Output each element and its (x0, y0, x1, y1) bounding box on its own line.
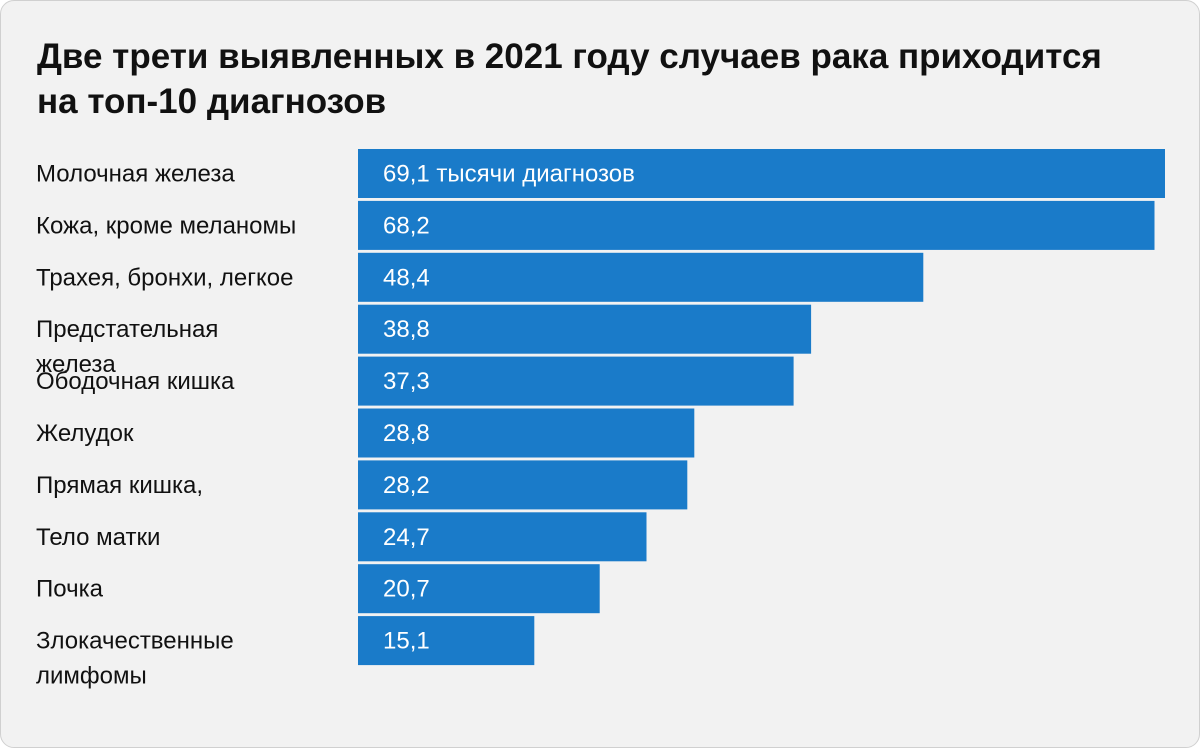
category-label: Злокачественные лимфомы (36, 628, 234, 690)
category-label: Трахея, бронхи, легкое (36, 264, 293, 291)
chart-title: Две трети выявленных в 2021 году случаев… (37, 37, 1102, 121)
bar-value-label: 68,2 (383, 212, 430, 239)
bar-value-label: 15,1 (383, 628, 430, 655)
category-label: Ободочная кишка (36, 368, 235, 395)
bar-value-label: 20,7 (383, 576, 430, 603)
bar-value-label: 37,3 (383, 368, 430, 395)
bar (358, 408, 695, 458)
bar (358, 356, 794, 406)
bar-value-label: 28,2 (383, 472, 430, 499)
bar (358, 616, 535, 666)
bar (358, 460, 688, 510)
bar (358, 252, 924, 302)
bar (358, 200, 1155, 250)
bar (358, 564, 600, 614)
bar (358, 149, 1165, 198)
bar (358, 512, 647, 562)
category-label: Желудок (36, 420, 134, 447)
category-label: Кожа, кроме меланомы (36, 212, 296, 239)
bar-value-label: 48,4 (383, 264, 430, 291)
bar (358, 304, 812, 354)
category-label: Предстательная железа (36, 316, 218, 378)
bar-value-label: 38,8 (383, 316, 430, 343)
category-label: Прямая кишка, (36, 472, 203, 499)
bar-value-label: 24,7 (383, 524, 430, 551)
bar-value-label: 69,1 тысячи диагнозов (383, 161, 635, 188)
category-label: Молочная железа (36, 161, 235, 188)
category-label: Тело матки (36, 524, 160, 551)
bar-value-label: 28,8 (383, 420, 430, 447)
category-label: Почка (36, 576, 104, 603)
